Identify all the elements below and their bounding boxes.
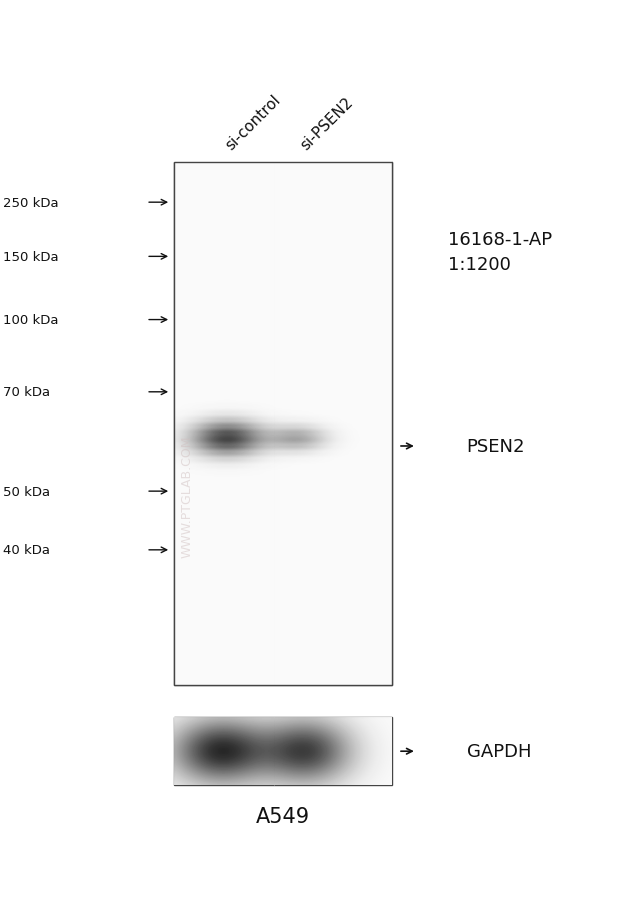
- Text: PSEN2: PSEN2: [466, 437, 525, 456]
- Text: 70 kDa: 70 kDa: [3, 386, 50, 399]
- Text: WWW.PTGLAB.COM: WWW.PTGLAB.COM: [180, 435, 193, 557]
- Text: 16168-1-AP
1:1200: 16168-1-AP 1:1200: [448, 231, 552, 274]
- Text: A549: A549: [256, 806, 310, 826]
- Text: si-control: si-control: [223, 93, 284, 153]
- Bar: [174, 162, 392, 686]
- Bar: [177, 162, 274, 686]
- Bar: [174, 717, 392, 785]
- Text: GAPDH: GAPDH: [466, 742, 531, 760]
- Text: 40 kDa: 40 kDa: [3, 544, 50, 557]
- Text: 150 kDa: 150 kDa: [3, 251, 58, 263]
- Text: 100 kDa: 100 kDa: [3, 314, 58, 327]
- Text: 50 kDa: 50 kDa: [3, 485, 50, 498]
- Bar: [274, 162, 383, 686]
- Bar: [174, 162, 392, 686]
- Text: si-PSEN2: si-PSEN2: [297, 95, 356, 153]
- Text: 250 kDa: 250 kDa: [3, 197, 58, 209]
